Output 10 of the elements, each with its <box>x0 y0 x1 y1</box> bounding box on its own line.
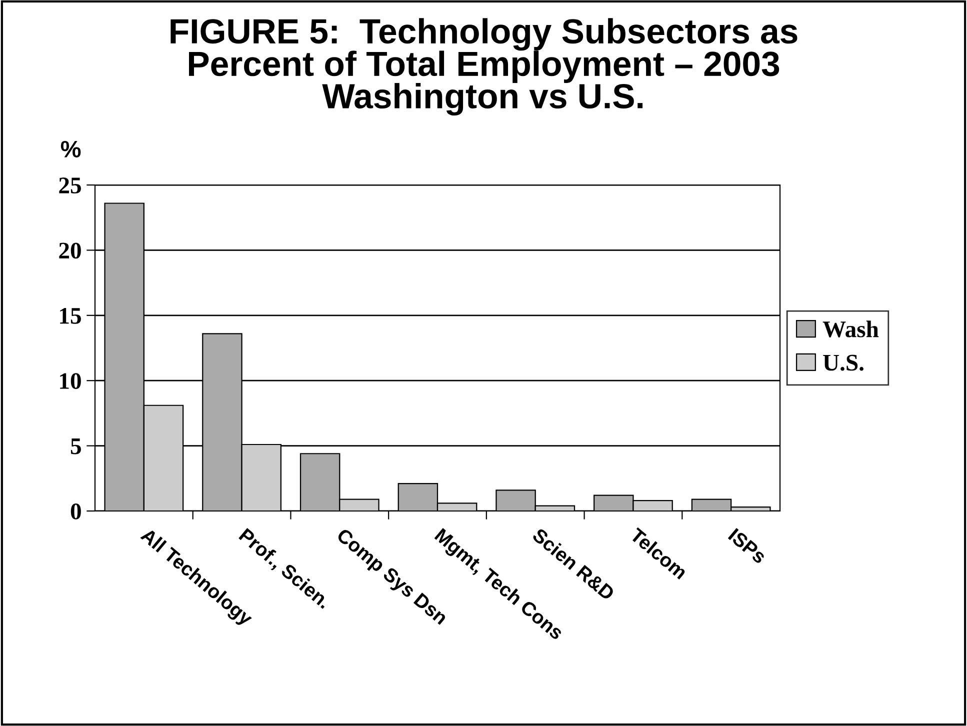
y-axis-title: % <box>60 140 81 158</box>
y-tick-label: 5 <box>70 438 81 454</box>
y-tick-label: 10 <box>60 373 81 390</box>
y-tick-label: 25 <box>59 178 81 194</box>
y-tick-label: 0 <box>70 503 81 520</box>
legend-label: U.S. <box>823 354 864 371</box>
y-tick-label: 15 <box>60 308 81 324</box>
chart-title: FIGURE 5: Technology Subsectors as Percent of Total Employment – 2003 Washington vs U.S. <box>170 18 798 116</box>
y-tick-label: 20 <box>59 242 81 259</box>
legend-label: Wash <box>822 320 879 338</box>
